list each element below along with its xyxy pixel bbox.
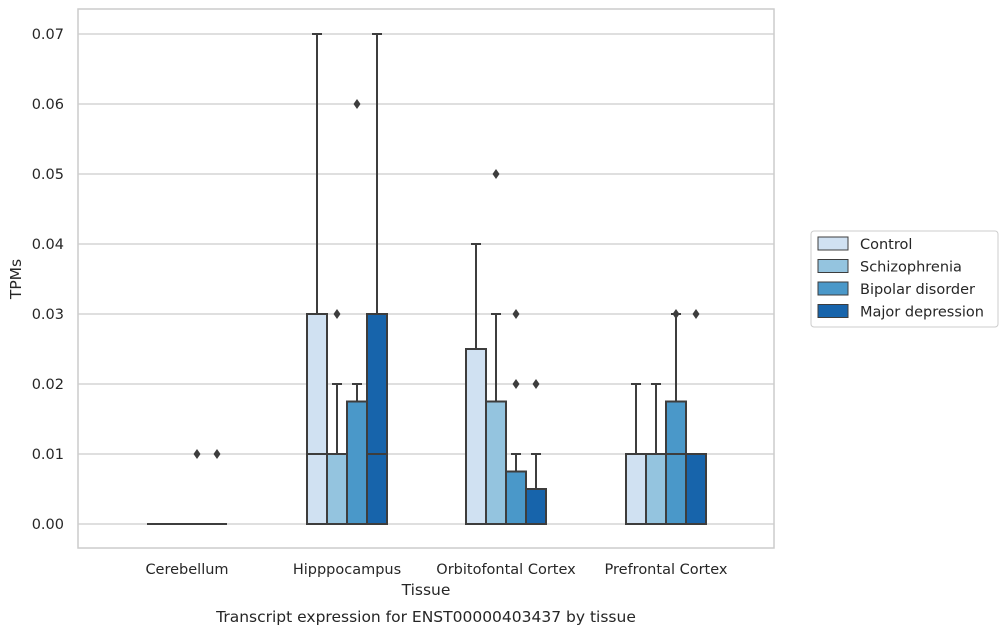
x-axis-ticks: Cerebellum Hipppocampus Orbitofontal Corte… (145, 562, 727, 578)
box-body (366, 313, 388, 525)
box-body (645, 453, 667, 525)
boxes (147, 33, 707, 525)
y-tick-label: 0.04 (32, 237, 64, 253)
outlier-point (492, 169, 500, 179)
y-tick-label: 0.02 (32, 377, 64, 393)
y-axis-title: TPMs (7, 259, 25, 300)
box-control (625, 383, 647, 525)
box-major-depression (366, 33, 388, 525)
legend-label: Schizophrenia (860, 260, 962, 276)
plot-area-frame (77, 8, 775, 549)
legend-label: Major depression (860, 305, 984, 321)
box-body (326, 453, 348, 525)
box-schizophrenia (645, 383, 667, 525)
outlier-point (532, 379, 540, 389)
box-body (625, 453, 647, 525)
y-tick-label: 0.06 (32, 97, 64, 113)
box-body (465, 348, 487, 525)
y-axis-ticks: 0.00 0.01 0.02 0.03 0.04 0.05 0.06 0.07 (32, 27, 64, 533)
outlier-point (333, 309, 341, 319)
box-body (685, 453, 707, 525)
box-schizophrenia (485, 169, 507, 525)
y-tick-label: 0.00 (32, 517, 64, 533)
legend-swatch (817, 304, 849, 318)
outlier-point (213, 449, 221, 459)
legend-swatch (817, 281, 849, 296)
box-control (465, 243, 487, 525)
outlier-point (193, 449, 201, 459)
legend-swatch (817, 236, 849, 251)
box-body (665, 400, 687, 525)
outlier-point (512, 379, 520, 389)
x-tick-label: Hipppocampus (293, 562, 401, 578)
y-tick-label: 0.03 (32, 307, 64, 323)
box-body (306, 313, 328, 525)
legend-swatch (817, 259, 849, 273)
legend-frame (810, 230, 999, 328)
x-tick-label: Prefrontal Cortex (605, 562, 728, 578)
legend-label: Bipolar disorder (860, 282, 975, 298)
box-body (346, 400, 368, 525)
chart-caption: Transcript expression for ENST0000040343… (215, 608, 636, 626)
box-bipolar-disorder (187, 449, 207, 525)
x-axis-title: Tissue (401, 581, 451, 599)
box-bipolar-disorder (505, 309, 527, 525)
y-tick-label: 0.07 (32, 27, 64, 43)
box-bipolar-disorder (346, 99, 368, 525)
box-major-depression (207, 449, 227, 525)
box-major-depression (525, 379, 547, 525)
outlier-point (672, 309, 680, 319)
box-body (505, 470, 527, 525)
legend: Control Schizophrenia Bipolar disorder Majo… (810, 230, 999, 328)
box-bipolar-disorder (665, 309, 687, 525)
outlier-point (692, 309, 700, 319)
box-body (525, 488, 547, 525)
y-tick-label: 0.05 (32, 167, 64, 183)
outlier-point (512, 309, 520, 319)
legend-label: Control (860, 237, 912, 253)
box-major-depression (685, 309, 707, 525)
y-tick-label: 0.01 (32, 447, 64, 463)
box-body (485, 400, 507, 525)
x-tick-label: Orbitofontal Cortex (436, 562, 576, 578)
box-schizophrenia (326, 309, 348, 525)
x-tick-label: Cerebellum (145, 562, 228, 578)
box-control (306, 33, 328, 525)
outlier-point (353, 99, 361, 109)
